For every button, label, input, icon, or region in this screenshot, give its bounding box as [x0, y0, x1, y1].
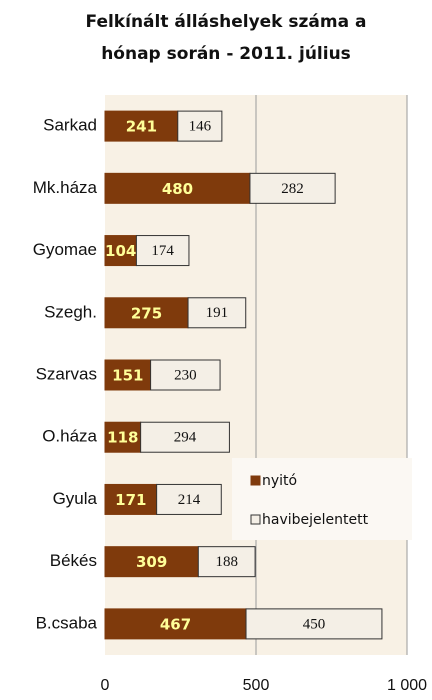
bar-segment	[104, 608, 247, 640]
bar-segment	[197, 546, 256, 578]
legend-label: havibejelentett	[262, 512, 369, 528]
chart-subtitle: hónap során - 2011. július	[101, 44, 351, 64]
data-label: 480	[162, 180, 193, 198]
data-label: 146	[189, 119, 212, 135]
bar-segment	[104, 110, 179, 142]
data-label: 275	[131, 304, 162, 322]
bar-segment	[156, 483, 222, 515]
bar-segment	[104, 172, 251, 204]
bar-segment	[135, 235, 190, 267]
bar-segment	[177, 110, 223, 142]
bar-segment	[104, 235, 137, 267]
x-tick-label: 500	[243, 677, 270, 694]
data-label: 174	[151, 243, 174, 259]
category-label: Békés	[50, 551, 97, 570]
data-label: 294	[174, 430, 197, 446]
data-label: 467	[160, 615, 191, 633]
bar-segment	[104, 483, 158, 515]
data-label: 241	[126, 118, 157, 136]
data-label: 191	[206, 305, 229, 321]
bar-segment	[245, 608, 383, 640]
category-label: Szegh.	[44, 302, 97, 321]
category-label: B.csaba	[36, 613, 98, 632]
bar-segment	[104, 546, 199, 578]
data-label: 450	[303, 616, 326, 632]
data-label: 104	[105, 242, 136, 260]
category-label: Mk.háza	[33, 178, 98, 197]
category-label: Sarkad	[43, 116, 97, 135]
bar-segment	[187, 297, 247, 329]
data-label: 309	[136, 553, 167, 571]
data-label: 171	[115, 491, 146, 509]
category-label: O.háza	[42, 427, 97, 446]
data-label: 118	[107, 429, 138, 447]
x-tick-label: 0	[101, 677, 110, 694]
bar-segment	[104, 359, 152, 391]
legend-swatch	[250, 475, 261, 486]
category-label: Gyula	[53, 489, 98, 508]
bar-segment	[150, 359, 221, 391]
bar-segment	[104, 297, 189, 329]
data-label: 214	[178, 492, 201, 508]
data-label: 230	[174, 367, 197, 383]
bar-segment	[140, 421, 230, 453]
category-label: Szarvas	[36, 364, 97, 383]
bar-segment	[249, 172, 336, 204]
data-label: 282	[281, 181, 304, 197]
data-label: 151	[112, 367, 143, 385]
legend-box	[232, 458, 412, 540]
chart-title: Felkínált álláshelyek száma a	[86, 12, 367, 32]
bar-segment	[104, 421, 142, 453]
legend-label: nyitó	[262, 473, 297, 489]
category-label: Gyomae	[33, 240, 97, 259]
x-tick-label: 1 000	[387, 677, 427, 694]
data-label: 188	[215, 554, 238, 570]
legend-swatch	[250, 514, 261, 525]
